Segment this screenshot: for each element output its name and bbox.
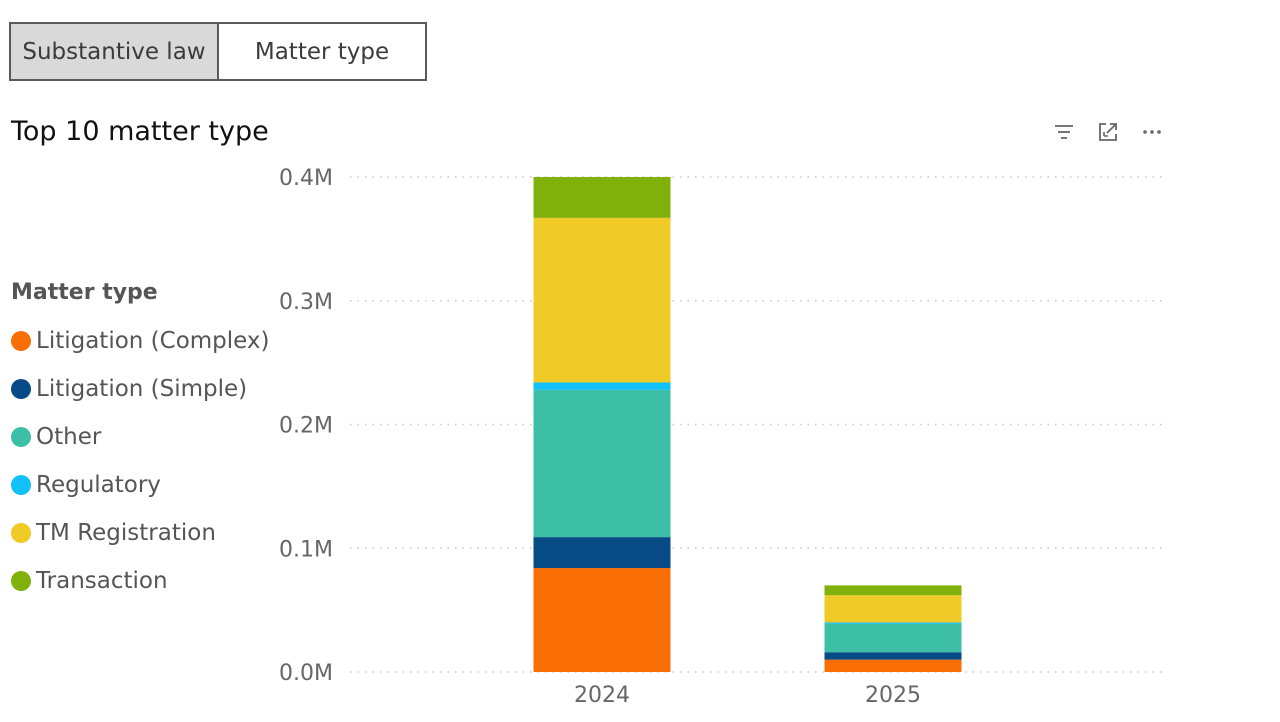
chart-title: Top 10 matter type	[11, 116, 269, 147]
focus-mode-icon[interactable]	[1096, 120, 1120, 144]
y-tick-label: 0.3M	[279, 290, 333, 315]
legend-dot-icon	[11, 427, 31, 447]
legend-item-label: Other	[36, 424, 102, 450]
x-tick-label: 2025	[865, 683, 921, 708]
bar-segment[interactable]	[824, 622, 962, 624]
legend-item-label: TM Registration	[36, 520, 216, 546]
legend-item[interactable]: Litigation (Simple)	[11, 365, 270, 413]
chart-legend: Matter type Litigation (Complex) Litigati…	[11, 280, 270, 605]
legend-dot-icon	[11, 331, 31, 351]
legend-dot-icon	[11, 523, 31, 543]
bar-segment[interactable]	[824, 652, 962, 660]
bar-segment[interactable]	[533, 382, 671, 390]
bar-segment[interactable]	[533, 537, 671, 569]
bar-segment[interactable]	[533, 568, 671, 672]
y-tick-label: 0.2M	[279, 414, 333, 439]
legend-dot-icon	[11, 571, 31, 591]
legend-items: Litigation (Complex) Litigation (Simple) O…	[11, 317, 270, 605]
legend-item-label: Litigation (Complex)	[36, 328, 270, 354]
legend-item-label: Regulatory	[36, 472, 161, 498]
tab-matter-type[interactable]: Matter type	[219, 22, 427, 81]
bar-segment[interactable]	[824, 623, 962, 653]
bar-segment[interactable]	[533, 389, 671, 538]
bar-segment[interactable]	[824, 585, 962, 596]
legend-title: Matter type	[11, 280, 158, 305]
slicer-tabs: Substantive law Matter type	[9, 22, 427, 81]
legend-dot-icon	[11, 475, 31, 495]
legend-dot-icon	[11, 379, 31, 399]
legend-item[interactable]: Regulatory	[11, 461, 270, 509]
visual-header-icons	[1052, 120, 1164, 144]
y-tick-label: 0.0M	[279, 661, 333, 686]
legend-item[interactable]: Litigation (Complex)	[11, 317, 270, 365]
legend-item[interactable]: Other	[11, 413, 270, 461]
legend-item[interactable]: TM Registration	[11, 509, 270, 557]
legend-item[interactable]: Transaction	[11, 557, 270, 605]
bar-segment[interactable]	[533, 177, 671, 218]
tab-substantive-law[interactable]: Substantive law	[9, 22, 219, 81]
bar-segment[interactable]	[824, 595, 962, 623]
legend-item-label: Transaction	[36, 568, 168, 594]
filter-icon[interactable]	[1052, 120, 1076, 144]
bar-segment[interactable]	[824, 659, 962, 672]
x-tick-label: 2024	[574, 683, 630, 708]
y-tick-label: 0.4M	[279, 166, 333, 191]
bar-segment[interactable]	[533, 217, 671, 383]
more-options-icon[interactable]	[1140, 120, 1164, 144]
y-tick-label: 0.1M	[279, 537, 333, 562]
legend-item-label: Litigation (Simple)	[36, 376, 248, 402]
